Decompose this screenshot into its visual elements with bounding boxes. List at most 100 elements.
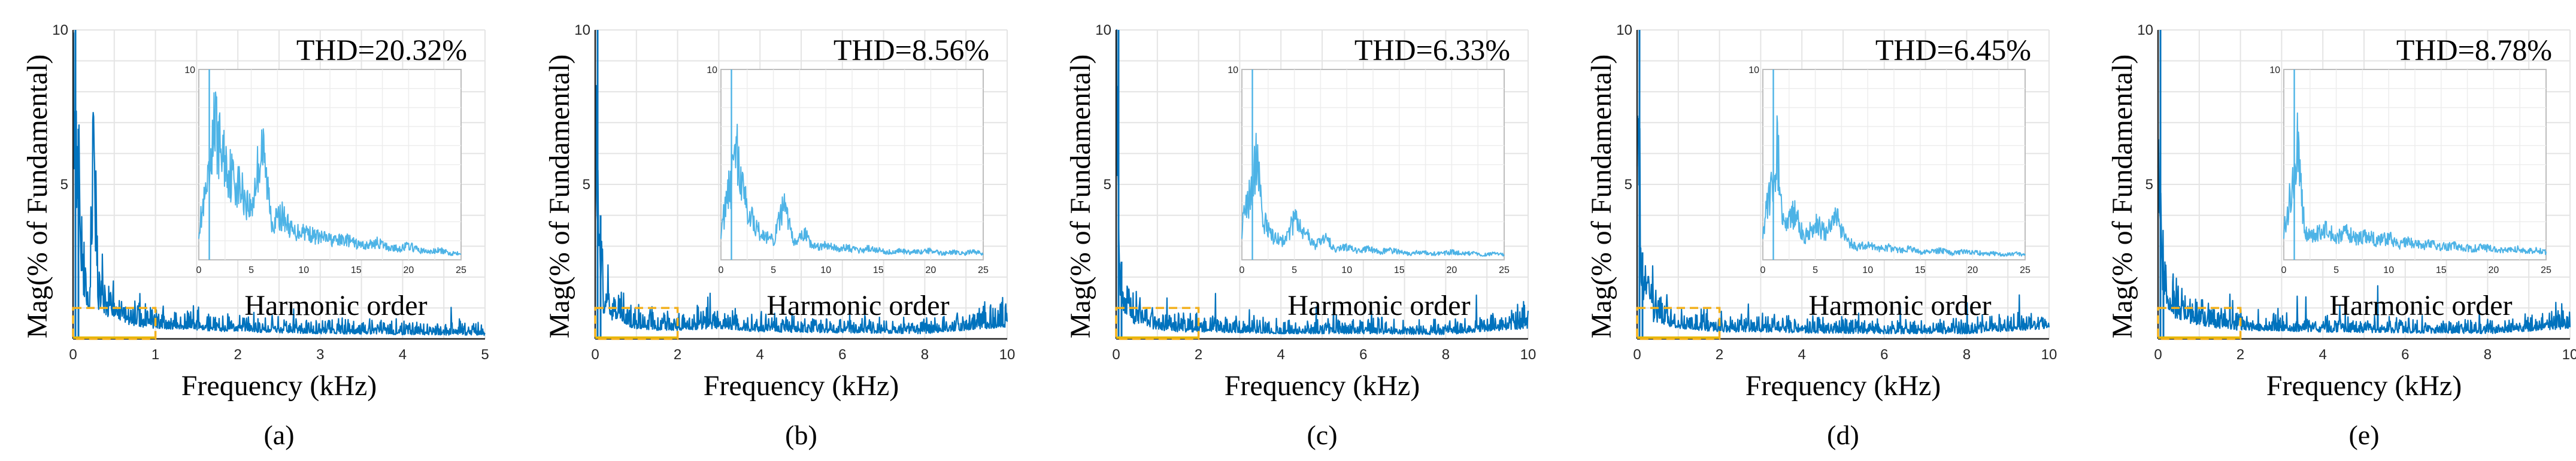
inset-x-tick-label: 20 xyxy=(1447,265,1457,275)
inset-x-tick-label: 0 xyxy=(1760,265,1766,275)
x-tick-label: 0 xyxy=(1633,347,1641,363)
y-axis-label: Mag(% of Fundamental) xyxy=(1065,54,1096,339)
x-tick-label: 6 xyxy=(1880,347,1888,363)
zoom-region-box xyxy=(594,307,679,340)
zoom-region-box xyxy=(1115,307,1200,340)
panel-label: (b) xyxy=(785,420,817,450)
inset-x-tick-label: 20 xyxy=(926,265,937,275)
inset-y-tick-label: 10 xyxy=(707,65,717,75)
x-tick-label: 0 xyxy=(69,347,77,363)
inset-x-tick-label: 15 xyxy=(1394,265,1405,275)
x-tick-label: 8 xyxy=(1442,347,1450,363)
y-tick-label: 10 xyxy=(1095,22,1111,38)
panel-label: (d) xyxy=(1827,420,1859,450)
inset-x-tick-label: 15 xyxy=(873,265,884,275)
panel-label: (c) xyxy=(1307,420,1337,450)
inset-chart: 0 5 10 15 20 25 10 Harmonic order xyxy=(2269,65,2551,322)
inset-x-tick-label: 10 xyxy=(2383,265,2394,275)
inset-spectrum-line xyxy=(2283,112,2547,256)
inset-spectrum-line xyxy=(720,123,984,256)
x-tick-label: 4 xyxy=(399,347,407,363)
inset-x-tick-label: 5 xyxy=(1813,265,1818,275)
x-tick-label: 2 xyxy=(234,347,242,363)
inset-x-tick-label: 0 xyxy=(719,265,724,275)
inset-chart: 0 5 10 15 20 25 10 Harmonic order xyxy=(707,65,989,322)
inset-chart: 0 5 10 15 20 25 10 Harmonic order xyxy=(1228,65,1510,322)
x-axis-label: Frequency (kHz) xyxy=(1745,370,1941,402)
x-axis-label: Frequency (kHz) xyxy=(1225,370,1420,402)
spectrum-line xyxy=(2157,139,2571,335)
x-tick-label: 8 xyxy=(921,347,929,363)
inset-x-tick-label: 5 xyxy=(1292,265,1297,275)
inset-x-tick-label: 15 xyxy=(351,265,362,275)
x-tick-label: 8 xyxy=(1963,347,1971,363)
y-tick-label: 10 xyxy=(52,22,68,38)
inset-label: Harmonic order xyxy=(766,290,949,322)
inset-chart: 0 5 10 15 20 25 10 Harmonic order xyxy=(184,65,466,322)
inset-x-tick-label: 20 xyxy=(404,265,414,275)
x-tick-label: 0 xyxy=(1112,347,1120,363)
x-tick-label: 4 xyxy=(756,347,764,363)
spectrum-line xyxy=(1115,29,1529,335)
thd-label: THD=6.45% xyxy=(1875,33,2031,66)
chart-panel-c: 0 2 4 6 8 10 5 10 Frequency (kHz) Mag(% of Fundam… xyxy=(1065,22,1536,450)
y-axis-label: Mag(% of Fundamental) xyxy=(544,54,575,339)
inset-spectrum-line xyxy=(1241,132,1505,257)
x-tick-label: 6 xyxy=(838,347,846,363)
thd-label: THD=8.56% xyxy=(834,33,989,66)
x-tick-label: 1 xyxy=(151,347,159,363)
x-axis-label: Frequency (kHz) xyxy=(2266,370,2462,402)
inset-x-tick-label: 25 xyxy=(2020,265,2031,275)
chart-panel-b: 0 2 4 6 8 10 5 10 Frequency (kHz) Mag(% of Fundam… xyxy=(544,22,1015,450)
inset-label: Harmonic order xyxy=(1287,290,1470,322)
y-tick-label: 5 xyxy=(1104,177,1111,193)
inset-x-tick-label: 5 xyxy=(248,265,254,275)
chart-panel-a: 0 1 2 3 4 5 5 10 Frequency (kHz) Mag(% of Fundame… xyxy=(22,22,489,450)
chart-panel-e: 0 2 4 6 8 10 5 10 Frequency (kHz) Mag(% of Fundam… xyxy=(2107,22,2576,450)
inset-spectrum-line xyxy=(1762,115,2026,257)
inset-y-tick-label: 10 xyxy=(2269,65,2280,75)
inset-label: Harmonic order xyxy=(1808,290,1991,322)
thd-label: THD=20.32% xyxy=(296,33,467,66)
inset-y-tick-label: 10 xyxy=(1228,65,1238,75)
x-tick-label: 0 xyxy=(2154,347,2162,363)
x-tick-label: 3 xyxy=(316,347,324,363)
x-tick-label: 5 xyxy=(481,347,489,363)
x-axis-label: Frequency (kHz) xyxy=(704,370,899,402)
thd-label: THD=6.33% xyxy=(1354,33,1510,66)
inset-x-tick-label: 20 xyxy=(1968,265,1978,275)
y-tick-label: 5 xyxy=(1625,177,1632,193)
zoom-region-box xyxy=(72,307,157,340)
inset-label: Harmonic order xyxy=(2329,290,2512,322)
inset-label: Harmonic order xyxy=(244,290,427,322)
x-tick-label: 2 xyxy=(2236,347,2244,363)
inset-y-tick-label: 10 xyxy=(184,65,195,75)
x-tick-label: 10 xyxy=(2041,347,2057,363)
y-tick-label: 5 xyxy=(60,177,68,193)
inset-x-tick-label: 25 xyxy=(456,265,466,275)
panel-label: (e) xyxy=(2348,420,2379,450)
x-tick-label: 0 xyxy=(591,347,599,363)
inset-x-tick-label: 5 xyxy=(771,265,776,275)
inset-x-tick-label: 10 xyxy=(820,265,831,275)
inset-x-tick-label: 25 xyxy=(2541,265,2551,275)
inset-x-tick-label: 0 xyxy=(1239,265,1245,275)
inset-x-tick-label: 25 xyxy=(1499,265,1510,275)
inset-x-tick-label: 10 xyxy=(298,265,309,275)
chart-panel-d: 0 2 4 6 8 10 5 10 Frequency (kHz) Mag(% of Fundam… xyxy=(1586,22,2057,450)
y-tick-label: 10 xyxy=(2137,22,2153,38)
x-tick-label: 10 xyxy=(2562,347,2576,363)
inset-x-tick-label: 15 xyxy=(1915,265,1926,275)
x-tick-label: 10 xyxy=(999,347,1016,363)
inset-y-tick-label: 10 xyxy=(1748,65,1759,75)
spectrum-line xyxy=(594,84,1008,335)
y-axis-label: Mag(% of Fundamental) xyxy=(22,54,53,339)
x-tick-label: 4 xyxy=(2319,347,2327,363)
x-tick-label: 6 xyxy=(2401,347,2409,363)
zoom-region-box xyxy=(1636,307,1721,340)
inset-x-tick-label: 10 xyxy=(1341,265,1352,275)
x-tick-label: 4 xyxy=(1277,347,1285,363)
thd-label: THD=8.78% xyxy=(2396,33,2552,66)
y-axis-label: Mag(% of Fundamental) xyxy=(2107,54,2138,339)
